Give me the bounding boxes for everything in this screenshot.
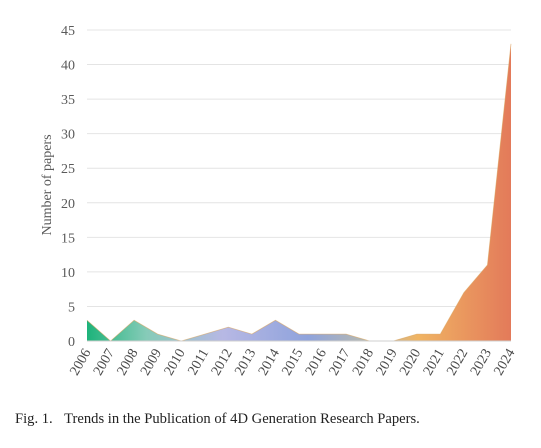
x-tick-label: 2024	[491, 347, 518, 379]
x-tick-label: 2012	[209, 347, 236, 379]
caption-label: Fig. 1.	[15, 411, 53, 427]
figure-caption: Fig. 1. Trends in the Publication of 4D …	[15, 411, 420, 428]
area-outline	[86, 43, 512, 342]
y-tick-labels: 0 5 10 15 20 25 30 35 40 45	[61, 24, 75, 350]
x-tick-label: 2016	[303, 347, 330, 379]
x-tick-label: 2010	[162, 347, 189, 379]
grid-lines	[87, 29, 511, 307]
y-tick-label: 15	[61, 231, 75, 246]
x-tick-label: 2022	[444, 347, 471, 379]
x-tick-label: 2007	[91, 347, 118, 379]
y-tick-label: 35	[61, 93, 75, 108]
x-tick-label: 2009	[138, 347, 165, 379]
x-tick-label: 2017	[327, 347, 354, 379]
x-tick-label: 2018	[350, 347, 377, 379]
y-tick-label: 10	[61, 266, 75, 281]
y-tick-label: 0	[68, 335, 75, 350]
x-tick-label: 2013	[232, 347, 259, 379]
x-tick-label: 2021	[421, 347, 448, 379]
x-tick-label: 2023	[468, 347, 495, 379]
series-area	[86, 43, 512, 342]
x-tick-label: 2014	[256, 347, 283, 379]
y-tick-label: 20	[61, 197, 75, 212]
y-axis-label: Number of papers	[40, 134, 55, 235]
y-tick-label: 25	[61, 162, 75, 177]
y-tick-label: 40	[61, 59, 75, 74]
x-tick-label: 2020	[397, 347, 424, 379]
y-tick-label: 30	[61, 128, 75, 143]
x-tick-label: 2019	[374, 347, 401, 379]
caption-text: Trends in the Publication of 4D Generati…	[64, 411, 420, 427]
x-tick-label: 2015	[279, 347, 306, 379]
x-tick-label: 2008	[115, 347, 142, 379]
area-fill	[87, 43, 511, 341]
y-tick-label: 5	[68, 300, 75, 315]
x-tick-label: 2006	[67, 347, 94, 379]
y-tick-label: 45	[61, 24, 75, 39]
x-tick-label: 2011	[186, 347, 213, 378]
x-tick-labels: 2006200720082009201020112012201320142015…	[67, 347, 518, 379]
